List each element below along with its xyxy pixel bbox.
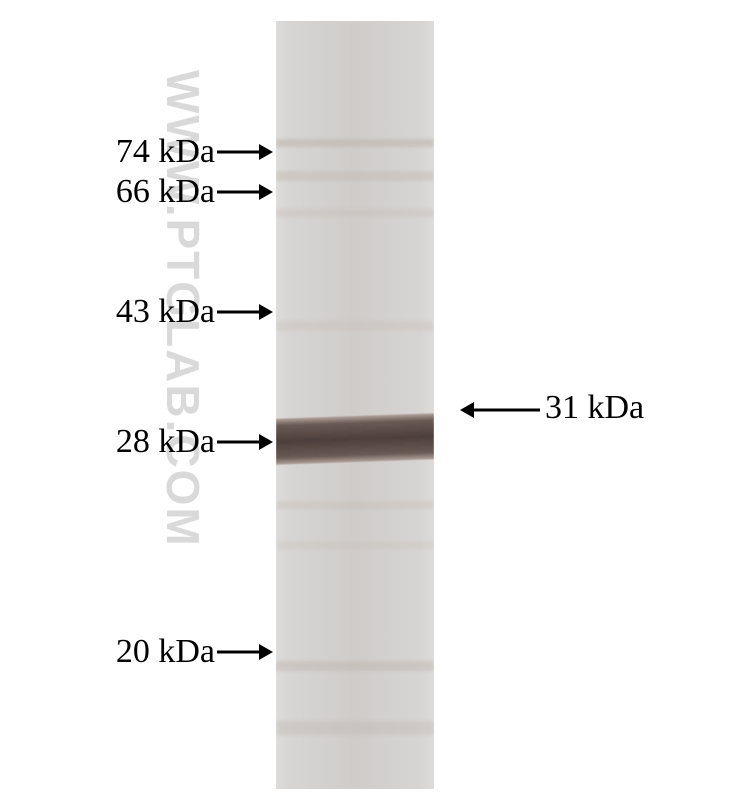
gel-main-band (276, 413, 434, 465)
target-label: 31 kDa (545, 389, 644, 427)
marker-arrow-icon (201, 636, 289, 668)
gel-faint-band (276, 721, 434, 735)
marker-arrow-icon (201, 136, 289, 168)
gel-faint-band (276, 209, 434, 217)
gel-faint-band (276, 321, 434, 331)
gel-lane-background (276, 21, 434, 789)
gel-faint-band (276, 661, 434, 671)
marker-arrow-icon (201, 426, 289, 458)
gel-faint-band (276, 501, 434, 509)
gel-faint-band (276, 171, 434, 181)
marker-arrow-icon (201, 176, 289, 208)
gel-figure: WWW.PTGLAB.COM 74 kDa66 kDa43 kDa28 kDa2… (0, 0, 740, 805)
gel-lane (275, 20, 435, 790)
gel-faint-band (276, 541, 434, 549)
target-text: 31 kDa (545, 389, 644, 426)
marker-arrow-icon (201, 296, 289, 328)
target-arrow-icon (444, 394, 556, 426)
gel-faint-band (276, 139, 434, 147)
